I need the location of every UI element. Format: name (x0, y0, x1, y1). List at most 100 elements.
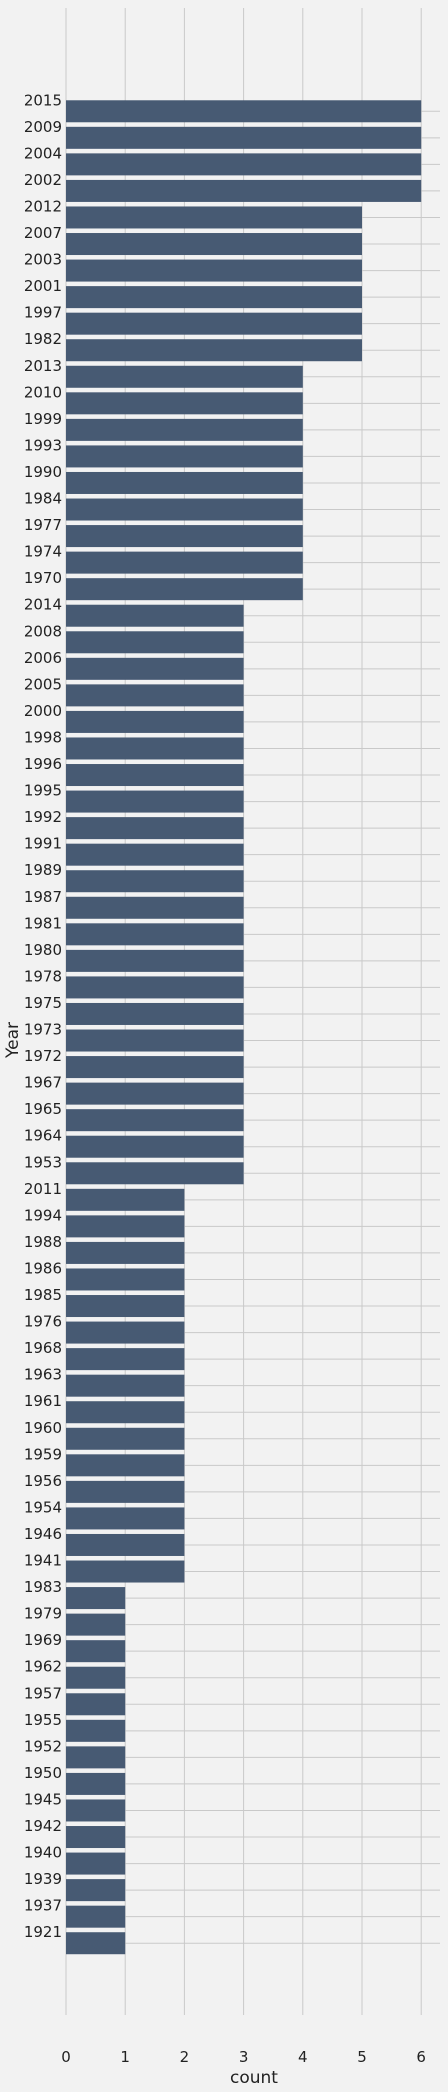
y-tick-label: 1976 (24, 1313, 62, 1331)
bar-2014 (66, 604, 244, 627)
bar-1979 (66, 1613, 126, 1636)
y-tick-label: 1983 (24, 1578, 62, 1596)
bar-1985 (66, 1295, 185, 1318)
y-tick-label: 2000 (24, 702, 62, 720)
bar-2004 (66, 153, 422, 176)
bar-1937 (66, 1905, 126, 1928)
bar-1957 (66, 1693, 126, 1716)
y-tick-label: 1941 (24, 1552, 62, 1570)
y-tick-label: 2012 (24, 197, 62, 215)
y-tick-label: 1956 (24, 1472, 62, 1490)
y-tick-label: 1950 (24, 1764, 62, 1782)
bar-1998 (66, 737, 244, 760)
bar-1956 (66, 1480, 185, 1503)
bar-2006 (66, 657, 244, 680)
bar-1963 (66, 1374, 185, 1397)
y-tick-label: 2014 (24, 596, 62, 614)
y-tick-label: 1963 (24, 1366, 62, 1384)
y-tick-label: 2015 (24, 91, 62, 109)
y-tick-label: 1964 (24, 1127, 62, 1145)
bar-1964 (66, 1135, 244, 1158)
y-tick-label: 1953 (24, 1153, 62, 1171)
y-tick-label: 1972 (24, 1047, 62, 1065)
x-tick-label: 4 (298, 2048, 308, 2066)
y-tick-label: 1940 (24, 1844, 62, 1862)
bar-2005 (66, 684, 244, 707)
bar-1962 (66, 1666, 126, 1689)
bar-2012 (66, 206, 362, 229)
bar-1945 (66, 1799, 126, 1822)
bar-1983 (66, 1587, 126, 1610)
y-tick-label: 1955 (24, 1711, 62, 1729)
bar-2001 (66, 286, 362, 309)
y-tick-label: 1982 (24, 330, 62, 348)
y-tick-label: 1945 (24, 1790, 62, 1808)
bar-1940 (66, 1852, 126, 1875)
y-tick-label: 2003 (24, 251, 62, 269)
y-tick-label: 1993 (24, 436, 62, 454)
y-tick-label: 1979 (24, 1605, 62, 1623)
y-tick-label: 2005 (24, 675, 62, 693)
bar-1921 (66, 1932, 126, 1955)
y-tick-label: 2009 (24, 118, 62, 136)
bar-2002 (66, 179, 422, 202)
bar-1970 (66, 578, 303, 601)
y-tick-label: 1998 (24, 728, 62, 746)
y-tick-label: 1961 (24, 1392, 62, 1410)
bar-1994 (66, 1215, 185, 1238)
bar-1955 (66, 1719, 126, 1742)
bar-1980 (66, 949, 244, 972)
y-tick-label: 1990 (24, 463, 62, 481)
bar-1953 (66, 1162, 244, 1185)
bar-1960 (66, 1427, 185, 1450)
y-tick-label: 1986 (24, 1259, 62, 1277)
y-tick-label: 1969 (24, 1631, 62, 1649)
y-tick-label: 1995 (24, 782, 62, 800)
bar-1975 (66, 1002, 244, 1025)
y-tick-label: 1954 (24, 1498, 62, 1516)
y-tick-label: 1987 (24, 888, 62, 906)
bar-2003 (66, 259, 362, 282)
y-tick-label: 1981 (24, 914, 62, 932)
y-tick-label: 1970 (24, 569, 62, 587)
x-tick-label: 3 (239, 2048, 249, 2066)
bar-1999 (66, 418, 303, 441)
y-tick-label: 2004 (24, 144, 62, 162)
bar-1981 (66, 923, 244, 946)
y-tick-labels: 2015 2009 2004 2002 2012 2007 2003 2001 1997 1982… (24, 91, 62, 1941)
y-tick-label: 1942 (24, 1817, 62, 1835)
bar-1984 (66, 498, 303, 521)
y-tick-label: 1985 (24, 1286, 62, 1304)
bar-1996 (66, 764, 244, 787)
bar-layer (66, 100, 422, 1955)
bar-1977 (66, 525, 303, 548)
y-tick-label: 2010 (24, 383, 62, 401)
y-tick-label: 2011 (24, 1180, 62, 1198)
y-tick-label: 1989 (24, 861, 62, 879)
y-tick-label: 1960 (24, 1419, 62, 1437)
y-tick-label: 2008 (24, 622, 62, 640)
bar-2015 (66, 100, 422, 123)
y-tick-label: 1977 (24, 516, 62, 534)
y-tick-label: 1999 (24, 410, 62, 428)
bar-2007 (66, 233, 362, 256)
bar-1968 (66, 1348, 185, 1371)
y-tick-label: 1939 (24, 1870, 62, 1888)
bar-1986 (66, 1268, 185, 1291)
bar-2009 (66, 126, 422, 149)
bar-1978 (66, 976, 244, 999)
bar-2010 (66, 392, 303, 415)
bar-1973 (66, 1029, 244, 1052)
bar-1990 (66, 471, 303, 494)
bar-2013 (66, 365, 303, 388)
bar-1995 (66, 790, 244, 813)
bar-1967 (66, 1082, 244, 1105)
x-tick-label: 1 (120, 2048, 130, 2066)
x-tick-label: 6 (416, 2048, 426, 2066)
x-axis-label: count (230, 2068, 278, 2088)
bar-1991 (66, 843, 244, 866)
y-tick-label: 2013 (24, 357, 62, 375)
x-tick-labels: 0 1 2 3 4 5 6 (61, 2048, 426, 2066)
bar-1987 (66, 896, 244, 919)
